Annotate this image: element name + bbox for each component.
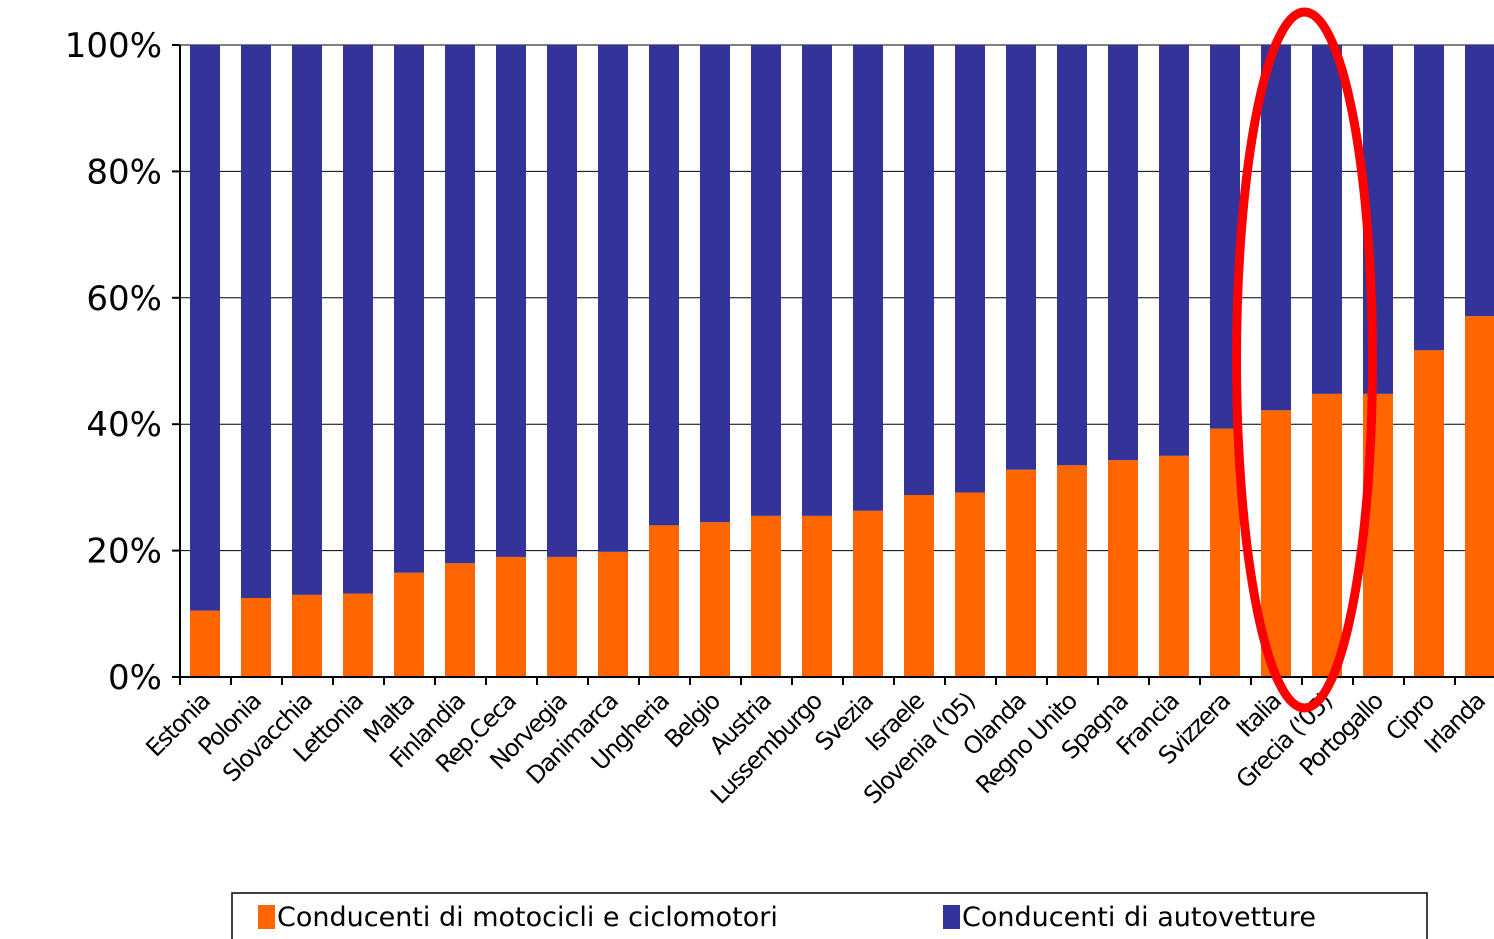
- bar-segment-moto: [904, 494, 934, 677]
- bar-segment-moto: [1414, 350, 1444, 677]
- y-tick-label: 100%: [65, 26, 162, 66]
- bar-segment-auto: [700, 45, 730, 523]
- bar-segment-auto: [394, 45, 424, 573]
- bar-segment-auto: [1057, 45, 1087, 466]
- bar-segment-moto: [700, 522, 730, 677]
- bar-segment-moto: [1210, 428, 1240, 677]
- bar-segment-moto: [1057, 465, 1087, 677]
- bar-segment-moto: [190, 610, 220, 677]
- bar-segment-moto: [649, 525, 679, 677]
- gridlines: [180, 44, 1494, 552]
- bar-segment-auto: [1159, 45, 1189, 456]
- bar-segment-moto: [955, 492, 985, 677]
- bar-segment-auto: [1465, 45, 1494, 317]
- bar-segment-moto: [853, 510, 883, 677]
- y-tick-label: 80%: [86, 152, 162, 192]
- axes: [179, 45, 1494, 685]
- bar-segment-auto: [802, 45, 832, 516]
- y-tick-label: 40%: [86, 405, 162, 445]
- bar-segment-auto: [292, 45, 322, 595]
- bar-segment-auto: [445, 45, 475, 564]
- legend-box: [231, 892, 1428, 939]
- y-tick-labels: 0% 20% 40% 60% 80% 100%: [65, 26, 180, 698]
- bar-segment-auto: [649, 45, 679, 526]
- bar-segment-auto: [853, 45, 883, 511]
- bar-segment-auto: [343, 45, 373, 594]
- bar-segment-auto: [1312, 45, 1342, 394]
- bar-segment-moto: [802, 515, 832, 677]
- bars: [190, 45, 1494, 677]
- bar-segment-auto: [1261, 45, 1291, 411]
- bar-segment-moto: [1006, 469, 1036, 677]
- bar-segment-moto: [1312, 393, 1342, 677]
- bar-segment-moto: [241, 598, 271, 677]
- bar-segment-auto: [496, 45, 526, 557]
- bar-segment-moto: [1465, 316, 1494, 677]
- bar-segment-moto: [547, 556, 577, 677]
- bar-segment-auto: [190, 45, 220, 611]
- bar-segment-auto: [1006, 45, 1036, 470]
- bar-segment-auto: [955, 45, 985, 493]
- highlight-ellipse: [1232, 7, 1377, 713]
- bar-segment-moto: [394, 572, 424, 677]
- bar-segment-moto: [1159, 455, 1189, 677]
- bar-segment-moto: [445, 563, 475, 677]
- y-tick-label: 0%: [108, 658, 162, 698]
- bar-segment-auto: [751, 45, 781, 516]
- bar-segment-auto: [904, 45, 934, 495]
- bar-segment-moto: [292, 594, 322, 677]
- bar-segment-moto: [496, 556, 526, 677]
- y-tick-label: 20%: [86, 532, 162, 572]
- bar-segment-moto: [751, 515, 781, 677]
- x-category-labels: EstoniaPoloniaSlovacchiaLettoniaMaltaFin…: [140, 687, 1490, 810]
- bar-segment-auto: [547, 45, 577, 557]
- bar-segment-moto: [598, 551, 628, 677]
- y-tick-label: 60%: [86, 279, 162, 319]
- legend-swatch: [943, 905, 960, 929]
- legend: Conducenti di motocicli e ciclomotori Con…: [231, 892, 1428, 939]
- bar-segment-auto: [598, 45, 628, 552]
- bar-segment-auto: [1108, 45, 1138, 461]
- bar-segment-moto: [343, 593, 373, 677]
- legend-swatch: [258, 905, 275, 929]
- highlight-ellipse-shape: [1232, 7, 1377, 713]
- bar-segment-auto: [241, 45, 271, 598]
- legend-label: Conducenti di motocicli e ciclomotori: [277, 902, 778, 933]
- legend-label: Conducenti di autovetture: [962, 902, 1316, 933]
- bar-segment-auto: [1414, 45, 1444, 351]
- bar-segment-moto: [1108, 460, 1138, 677]
